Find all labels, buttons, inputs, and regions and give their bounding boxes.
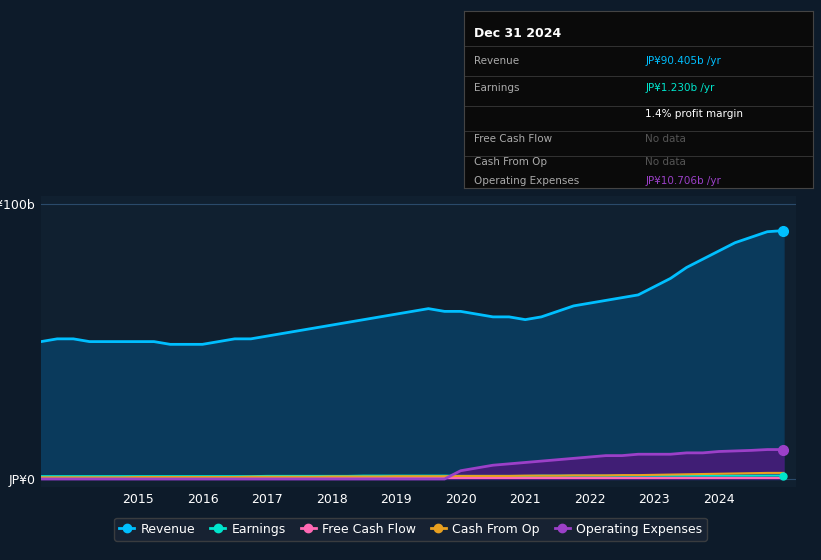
Text: Operating Expenses: Operating Expenses	[475, 175, 580, 185]
Legend: Revenue, Earnings, Free Cash Flow, Cash From Op, Operating Expenses: Revenue, Earnings, Free Cash Flow, Cash …	[114, 517, 707, 541]
Text: JP¥10.706b /yr: JP¥10.706b /yr	[645, 175, 721, 185]
Text: 1.4% profit margin: 1.4% profit margin	[645, 109, 743, 119]
Text: Cash From Op: Cash From Op	[475, 157, 548, 167]
Text: Dec 31 2024: Dec 31 2024	[475, 27, 562, 40]
Text: JP¥1.230b /yr: JP¥1.230b /yr	[645, 83, 715, 93]
Text: No data: No data	[645, 134, 686, 144]
Text: Free Cash Flow: Free Cash Flow	[475, 134, 553, 144]
Text: JP¥90.405b /yr: JP¥90.405b /yr	[645, 57, 721, 67]
Text: Revenue: Revenue	[475, 57, 520, 67]
Text: Earnings: Earnings	[475, 83, 520, 93]
Text: No data: No data	[645, 157, 686, 167]
